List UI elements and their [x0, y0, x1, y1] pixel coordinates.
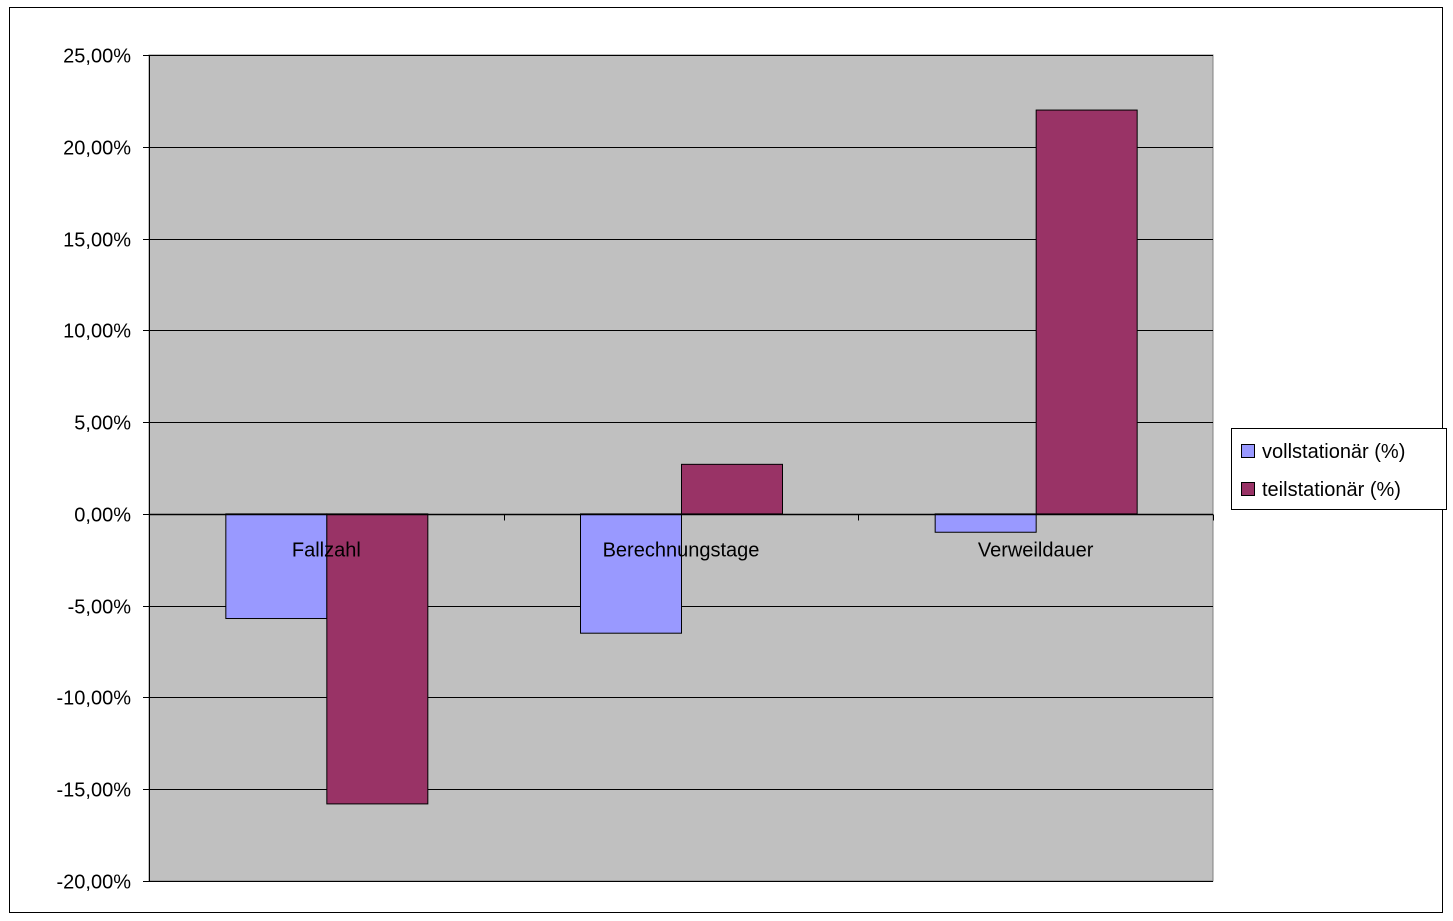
category-label-0: Fallzahl — [292, 540, 361, 562]
bar-1-2 — [1035, 109, 1138, 515]
legend-label-1: teilstationär (%) — [1262, 479, 1401, 501]
y-tick-label-4: 5,00% — [74, 413, 131, 435]
plot-layer: 25,00% 20,00% 15,00% 10,00% 5,00% 0,00% -5,00%… — [57, 46, 1214, 894]
bar-0-0 — [225, 513, 328, 620]
y-tick-label-2: 15,00% — [63, 230, 131, 252]
legend-swatch-0 — [1241, 444, 1255, 458]
legend: vollstationär (%) teilstationär (%) — [1231, 428, 1447, 510]
category-label-2: Verweildauer — [978, 540, 1094, 562]
bar-1-0 — [326, 513, 429, 805]
y-tick-label-5: 0,00% — [74, 505, 131, 527]
bar-0-2 — [934, 513, 1037, 533]
bar-0-1 — [580, 513, 682, 634]
legend-swatch-1 — [1241, 482, 1255, 496]
legend-box — [1231, 428, 1447, 510]
y-tick-label-0: 25,00% — [63, 46, 131, 68]
y-tick-label-6: -5,00% — [68, 597, 132, 619]
y-tick-label-3: 10,00% — [63, 321, 131, 343]
y-tick-label-8: -15,00% — [57, 780, 132, 802]
category-label-1: Berechnungstage — [603, 540, 760, 562]
legend-label-0: vollstationär (%) — [1262, 441, 1405, 463]
y-tick-label-9: -20,00% — [57, 872, 132, 894]
y-tick-label-7: -10,00% — [57, 688, 132, 710]
y-tick-label-1: 20,00% — [63, 138, 131, 160]
bar-1-1 — [681, 463, 783, 515]
